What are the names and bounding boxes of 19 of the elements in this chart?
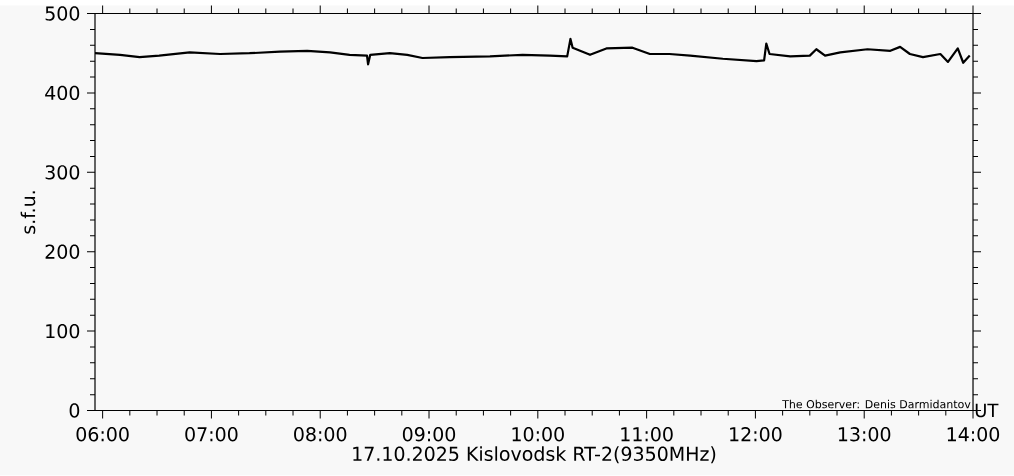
annotation: The Observer: Denis Darmidantov: [782, 400, 971, 409]
x-tick-label: 10:00: [512, 427, 564, 442]
y-tick-label: 400: [45, 85, 80, 101]
x-tick-label: 14:00: [947, 427, 1000, 442]
x-tick-label: 12:00: [730, 427, 782, 442]
y-tick-label: 0: [69, 403, 80, 418]
y-axis-title: s.f.u.: [20, 191, 36, 234]
x-axis-title: 17.10.2025 Kislovodsk RT-2(9350MHz): [353, 446, 716, 464]
y-tick-label: 500: [45, 6, 80, 21]
x-tick-label: 09:00: [402, 427, 456, 442]
y-tick-label: 100: [46, 324, 80, 339]
y-tick-label: 200: [45, 244, 80, 260]
x-tick-label: 08:00: [294, 427, 347, 442]
x-tick-label: 07:00: [185, 427, 238, 442]
y-tick-label: 300: [45, 165, 80, 180]
x-tick-label: 13:00: [838, 427, 891, 442]
x-tick-label: 06:00: [76, 427, 129, 442]
text: UT: [975, 404, 999, 418]
x-tick-label: 11:00: [621, 427, 673, 442]
